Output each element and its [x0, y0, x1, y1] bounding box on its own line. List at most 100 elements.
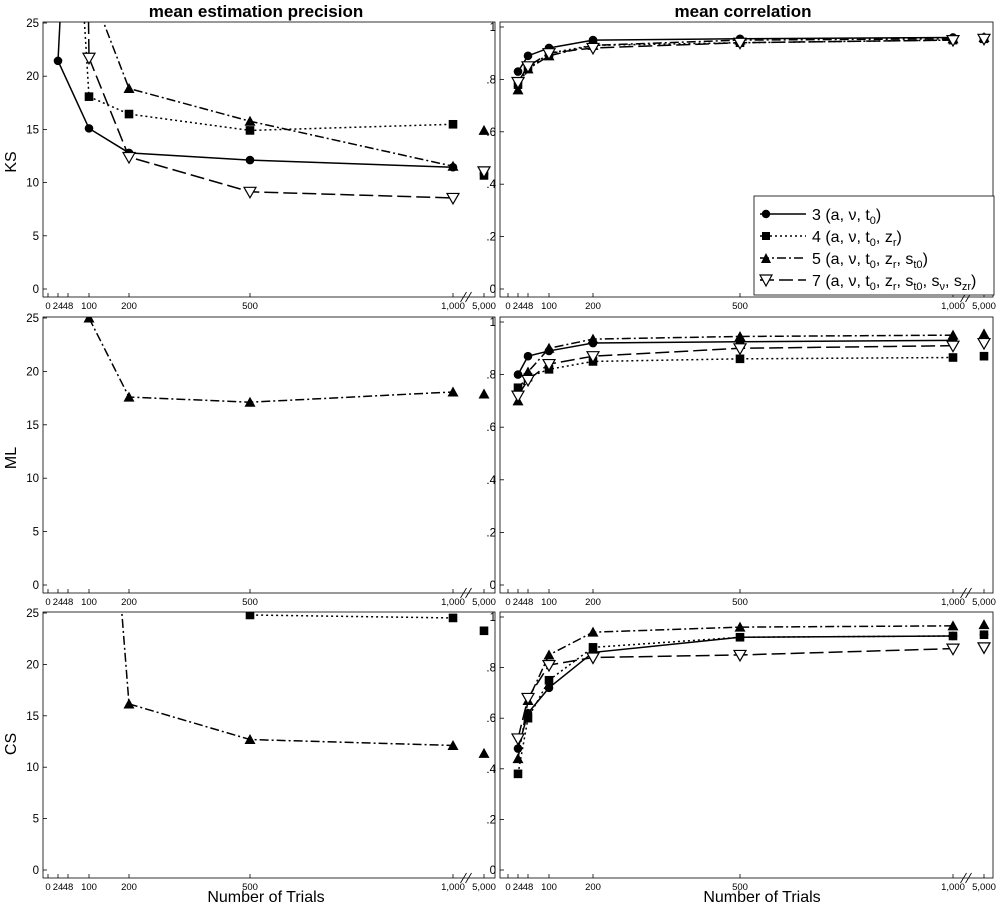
x-tick-label: 48 [523, 882, 534, 893]
x-tick-label: 48 [63, 882, 74, 893]
data-point-3 [245, 155, 255, 165]
x-tick-label: 100 [81, 301, 97, 312]
x-tick-label: 100 [541, 882, 557, 893]
series-group [510, 328, 992, 406]
data-point-4 [448, 613, 458, 623]
legend-label-3: 3 (a, ν, t0) [812, 207, 881, 227]
y-tick-label: .4 [486, 475, 496, 487]
x-tick-label: 500 [732, 301, 748, 312]
y-tick-label: .2 [486, 527, 496, 539]
data-point-7 [520, 374, 536, 388]
data-point-7 [121, 151, 137, 165]
x-tick-label: 500 [242, 301, 258, 312]
x-tick-label: 200 [585, 597, 601, 608]
data-point-7 [585, 652, 601, 665]
y-tick-label: 0 [490, 865, 496, 877]
data-point-4-5000 [979, 351, 989, 361]
y-tick-label: 20 [26, 366, 39, 378]
data-point-7 [732, 343, 748, 356]
x-tick-label: 24 [513, 301, 524, 312]
x-tick-label: 1,000 [941, 882, 965, 893]
panel-frame [42, 21, 496, 298]
y-tick-label: .2 [486, 232, 496, 244]
data-point-5 [447, 160, 459, 171]
legend-item-5: 5 (a, ν, t0, zr, st0) [760, 251, 928, 271]
column-title-precision: mean estimation precision [149, 2, 363, 21]
y-tick-label: .8 [486, 74, 496, 86]
y-tick-label: 0 [490, 284, 496, 296]
y-tick-label: .4 [486, 179, 496, 191]
data-point-4 [245, 612, 255, 620]
column-title-correlation: mean correlation [675, 2, 812, 21]
data-point-5 [522, 366, 534, 377]
y-tick-label: .6 [486, 713, 496, 725]
x-tick-label: 1,000 [441, 597, 465, 608]
row-label-ml: ML [3, 447, 20, 469]
data-point-7 [510, 390, 526, 403]
y-tick-label: 10 [26, 473, 39, 485]
data-point-7 [520, 692, 536, 706]
series-line-7 [87, 22, 454, 199]
series-group [83, 317, 490, 407]
x-tick-label: 500 [732, 882, 748, 893]
data-point-5 [947, 620, 959, 631]
data-point-5 [123, 82, 135, 93]
data-point-4-5000 [479, 626, 489, 636]
data-point-7-5000 [976, 337, 992, 351]
legend: 3 (a, ν, t0) 4 (a, ν, t0, zr) 5 (a, ν, t… [753, 195, 995, 296]
legend-item-7: 7 (a, ν, t0, zr, st0, sν, szr) [758, 273, 976, 293]
panel-frame [42, 316, 496, 594]
legend-marker-7 [758, 274, 774, 288]
data-point-3 [84, 124, 94, 133]
data-point-7 [445, 192, 461, 206]
data-point-4 [588, 643, 598, 652]
data-point-7 [541, 659, 557, 673]
x-tick-label: 500 [242, 882, 258, 893]
data-point-4 [84, 92, 94, 101]
data-point-5-5000 [978, 328, 990, 339]
y-tick-label: .8 [486, 663, 496, 675]
data-point-7 [510, 76, 526, 90]
series-line-5 [102, 22, 454, 167]
x-tick-label: 500 [242, 597, 258, 608]
data-point-3 [544, 683, 554, 693]
x-tick-label: 500 [732, 597, 748, 608]
x-tick-label: 48 [63, 597, 74, 608]
row-label-cs: CS [3, 733, 20, 755]
axis-break-mark [460, 872, 467, 884]
data-point-5 [244, 396, 256, 407]
data-point-4 [513, 769, 523, 779]
legend-box [753, 195, 995, 296]
y-tick-label: .2 [486, 814, 496, 826]
y-tick-label: 15 [26, 711, 39, 723]
data-point-5 [447, 386, 459, 397]
y-tick-label: 5 [33, 527, 39, 539]
series-line-7 [517, 647, 954, 739]
data-point-7-5000 [976, 33, 992, 46]
data-point-5 [587, 626, 599, 637]
series-line-5 [517, 38, 954, 91]
data-point-4 [523, 713, 533, 723]
series-line-5 [121, 612, 454, 747]
x-tick-label: 24 [513, 882, 524, 893]
panel-frame [499, 316, 994, 594]
series-line-3 [57, 22, 454, 169]
data-point-4 [735, 632, 745, 642]
series-line-4 [517, 635, 954, 774]
x-tick-label: 0 [45, 597, 50, 608]
x-tick-label: 100 [81, 882, 97, 893]
data-point-4 [948, 631, 958, 641]
x-tick-label: 5,000 [472, 301, 496, 312]
panel-cs-correlation: 0.2.4.6.810 24 48 100 200 500 1,000 5,000 [486, 611, 996, 893]
series-line-7 [517, 344, 954, 397]
axis-break-mark [960, 587, 967, 599]
axis-break-mark [960, 872, 967, 884]
data-point-5 [512, 84, 524, 95]
axis-break-mark [965, 587, 972, 599]
legend-label-7: 7 (a, ν, t0, zr, st0, sν, szr) [812, 273, 976, 293]
series-line-4 [517, 39, 954, 86]
data-point-5 [83, 317, 95, 323]
x-tick-label: 24 [53, 882, 64, 893]
